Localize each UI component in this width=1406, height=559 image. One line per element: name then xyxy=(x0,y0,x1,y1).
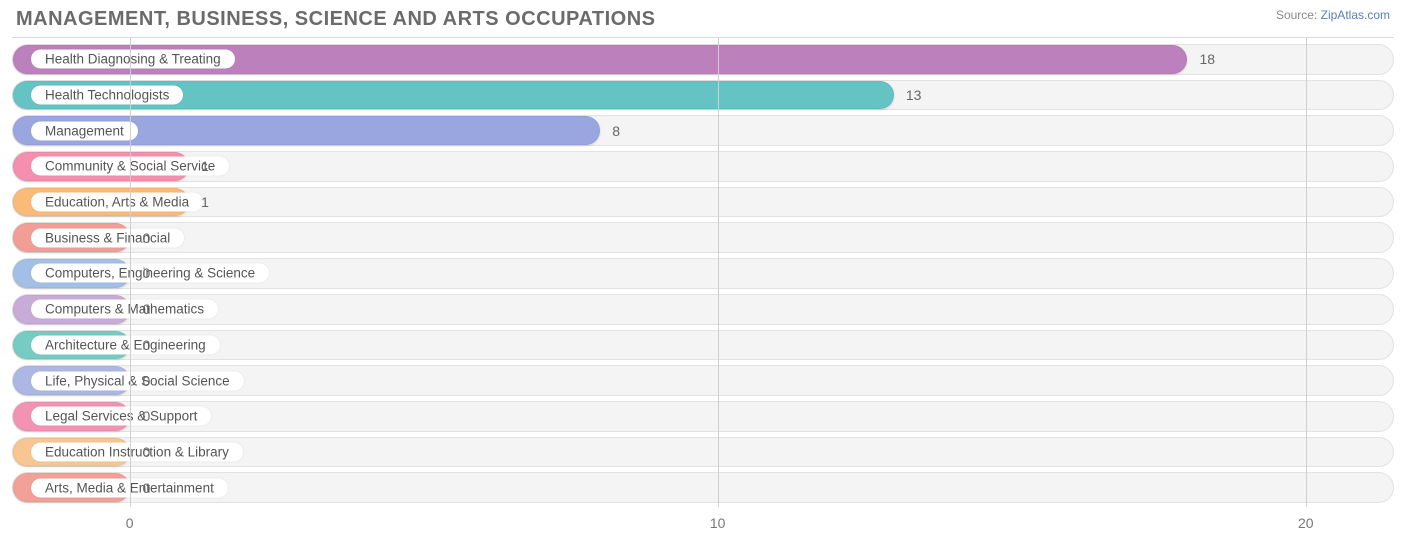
bar-category-label: Education, Arts & Media xyxy=(31,193,203,212)
bar-category-label: Management xyxy=(31,121,138,140)
bar-track: Health Technologists 13 xyxy=(12,80,1394,111)
bar-value-label: 0 xyxy=(142,480,150,496)
bar-track: Architecture & Engineering0 xyxy=(12,330,1394,361)
bar-track: Life, Physical & Social Science0 xyxy=(12,365,1394,396)
grid-line xyxy=(130,38,131,507)
x-axis: 0 10 20 xyxy=(12,509,1394,537)
chart-source: Source: ZipAtlas.com xyxy=(1276,8,1390,22)
bar-track: Community & Social Service1 xyxy=(12,151,1394,182)
bar-track: Computers, Engineering & Science0 xyxy=(12,258,1394,289)
chart-title: MANAGEMENT, BUSINESS, SCIENCE AND ARTS O… xyxy=(16,8,655,31)
bar-value-label: 0 xyxy=(142,337,150,353)
bar-track: Business & Financial0 xyxy=(12,222,1394,253)
chart-container: MANAGEMENT, BUSINESS, SCIENCE AND ARTS O… xyxy=(0,0,1406,559)
bar-category-label: Business & Financial xyxy=(31,228,184,247)
bar-track: Computers & Mathematics0 xyxy=(12,294,1394,325)
bar-category-label: Legal Services & Support xyxy=(31,407,211,426)
bar-value-label: 1 xyxy=(201,158,209,174)
grid-line xyxy=(1306,38,1307,507)
bar-value-label: 0 xyxy=(142,408,150,424)
bar-value-label: 1 xyxy=(201,194,209,210)
bar-value-label: 0 xyxy=(142,265,150,281)
bar-category-label: Architecture & Engineering xyxy=(31,335,220,354)
source-link[interactable]: ZipAtlas.com xyxy=(1321,8,1390,22)
bar-track: Legal Services & Support0 xyxy=(12,401,1394,432)
bar-value-label: 8 xyxy=(612,123,620,139)
bar-track: Education, Arts & Media1 xyxy=(12,187,1394,218)
chart-header: MANAGEMENT, BUSINESS, SCIENCE AND ARTS O… xyxy=(12,8,1394,37)
x-tick: 0 xyxy=(126,515,134,531)
bar-value-label: 0 xyxy=(142,301,150,317)
bar-track: Health Diagnosing & Treating 18 xyxy=(12,44,1394,75)
x-tick: 10 xyxy=(710,515,726,531)
bar-category-label: Health Diagnosing & Treating xyxy=(31,50,235,69)
bar-category-label: Health Technologists xyxy=(31,86,183,105)
bar-category-label: Computers & Mathematics xyxy=(31,300,218,319)
bar-value-label: 18 xyxy=(1199,51,1215,67)
bar-value-label: 0 xyxy=(142,444,150,460)
bar-value-label: 0 xyxy=(142,230,150,246)
bar-category-label: Education Instruction & Library xyxy=(31,442,243,461)
bar-track: Arts, Media & Entertainment0 xyxy=(12,472,1394,503)
grid-line xyxy=(718,38,719,507)
bar-track: Education Instruction & Library0 xyxy=(12,437,1394,468)
source-prefix: Source: xyxy=(1276,8,1321,22)
bar-value-label: 0 xyxy=(142,373,150,389)
bar-category-label: Life, Physical & Social Science xyxy=(31,371,244,390)
bar-track: Management 8 xyxy=(12,115,1394,146)
plot-area: Health Diagnosing & Treating18Health Tec… xyxy=(12,37,1394,537)
bar-rows: Health Diagnosing & Treating18Health Tec… xyxy=(12,44,1394,503)
x-tick: 20 xyxy=(1298,515,1314,531)
bar-value-label: 13 xyxy=(906,87,922,103)
